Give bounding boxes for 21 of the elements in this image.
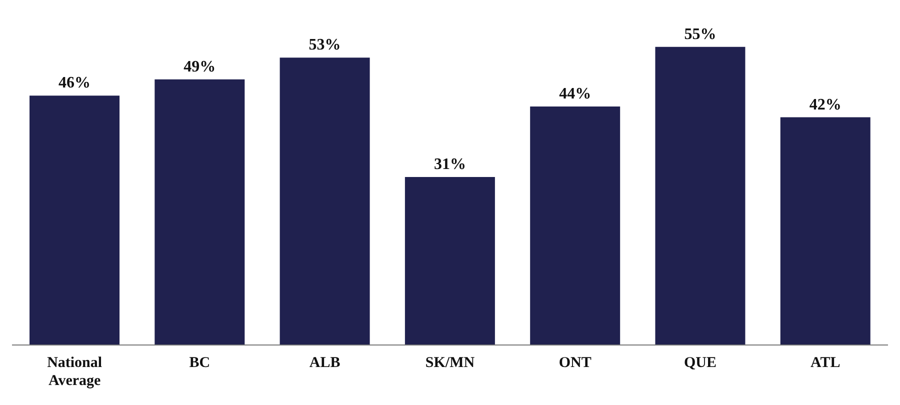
x-tick-label: SK/MN [425,355,475,371]
data-label: 49% [184,58,216,76]
bar [404,176,495,345]
x-tick-label: BC [189,355,210,371]
x-tick-label: ALB [309,355,340,371]
x-tick-label: ATL [810,355,840,371]
x-tick-label: QUE [684,355,717,371]
data-label: 55% [684,26,716,43]
bar [780,117,870,345]
data-label: 31% [434,156,466,173]
bar [280,58,370,345]
data-label: 53% [308,36,341,54]
data-label: 46% [58,74,91,92]
bar [30,96,120,345]
x-tick-label: National Average [47,355,102,389]
x-tick-label: ONT [558,355,592,371]
bar [530,106,620,345]
bar [154,79,245,345]
bar [655,46,746,345]
data-label: 42% [809,96,842,114]
data-label: 44% [559,85,592,102]
